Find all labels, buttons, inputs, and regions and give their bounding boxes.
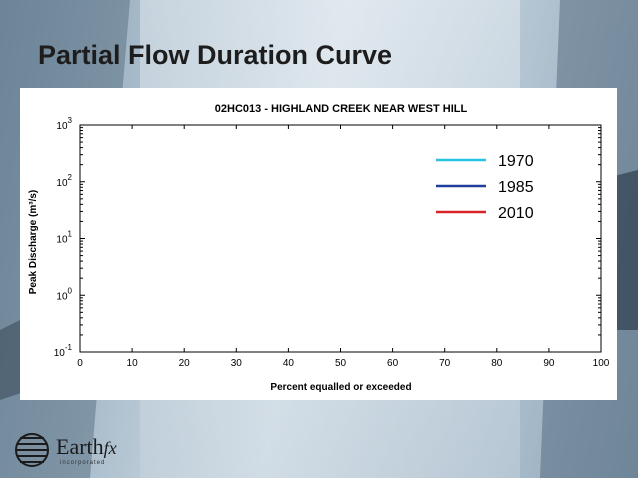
y-tick-label: 101 (56, 230, 72, 246)
x-tick-label: 50 (335, 358, 347, 369)
logo-name: Earth (56, 434, 104, 459)
logo-subtitle: incorporated (60, 460, 106, 466)
x-tick-label: 30 (231, 358, 243, 369)
x-tick-label: 0 (77, 358, 83, 369)
legend-label: 2010 (498, 205, 534, 222)
plot-frame (79, 124, 602, 353)
x-tick-label: 80 (491, 358, 503, 369)
x-axis-label: Percent equalled or exceeded (270, 382, 411, 393)
globe-icon (15, 433, 49, 467)
y-tick-label: 10-1 (54, 343, 73, 359)
y-tick-label: 100 (56, 286, 72, 302)
flow-duration-chart: 02HC013 - HIGHLAND CREEK NEAR WEST HILL … (28, 103, 610, 393)
chart-title: 02HC013 - HIGHLAND CREEK NEAR WEST HILL (215, 103, 468, 115)
x-tick-label: 90 (543, 358, 555, 369)
legend-label: 1985 (498, 179, 534, 196)
y-tick-label: 103 (56, 116, 72, 132)
slide-title: Partial Flow Duration Curve (38, 40, 393, 70)
legend: 1970 1985 2010 (436, 153, 534, 222)
y-axis-label: Peak Discharge (m³/s) (28, 190, 39, 295)
x-tick-label: 60 (387, 358, 399, 369)
x-tick-label: 20 (179, 358, 191, 369)
x-tick-label: 70 (439, 358, 451, 369)
x-tick-label: 10 (127, 358, 139, 369)
logo-wordmark: Earthfx (56, 434, 117, 460)
chart-panel: 02HC013 - HIGHLAND CREEK NEAR WEST HILL … (20, 88, 617, 400)
x-tick-label: 100 (593, 358, 610, 369)
y-tick-label: 102 (56, 173, 72, 189)
legend-label: 1970 (498, 153, 534, 170)
x-tick-label: 40 (283, 358, 295, 369)
axes: 0 10 20 30 40 50 60 70 80 90 100 10-1 100 101 102 103 (54, 116, 610, 369)
earthfx-logo: Earthfx incorporated (14, 430, 164, 470)
logo-suffix: fx (103, 438, 117, 458)
